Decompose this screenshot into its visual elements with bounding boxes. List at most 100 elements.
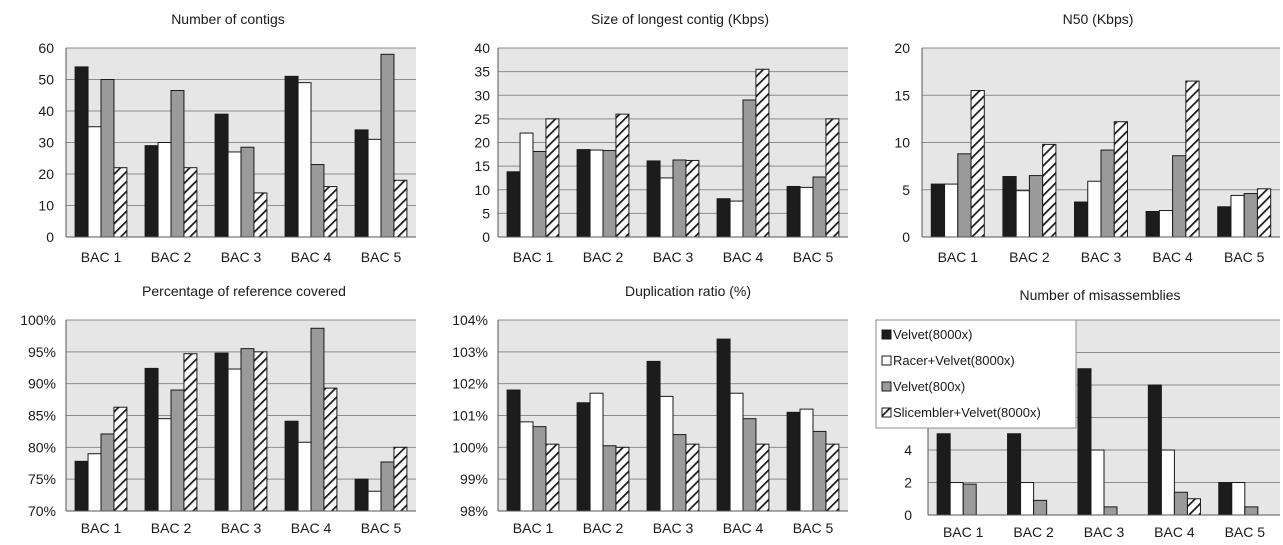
x-category-label: BAC 3 xyxy=(221,249,262,265)
y-tick-label: 0 xyxy=(482,229,490,245)
bar xyxy=(825,118,840,238)
bar xyxy=(545,118,560,238)
x-category-label: BAC 4 xyxy=(723,249,764,265)
chart-panel: Duplication ratio (%) 98% 99% 100% 101% 102%… xyxy=(452,283,848,536)
bar xyxy=(323,186,338,238)
x-category-label: BAC 2 xyxy=(1009,249,1050,265)
bar xyxy=(367,138,382,238)
y-tick-label: 95% xyxy=(28,344,56,360)
y-tick-label: 15 xyxy=(894,87,910,103)
bar xyxy=(214,113,229,238)
x-category-label: BAC 5 xyxy=(361,249,402,265)
bar xyxy=(380,53,395,238)
bar xyxy=(1147,384,1162,516)
y-tick-label: 80% xyxy=(28,439,56,455)
bar xyxy=(310,164,325,238)
y-tick-label: 103% xyxy=(452,344,488,360)
y-tick-label: 102% xyxy=(452,376,488,392)
x-category-label: BAC 5 xyxy=(1224,249,1265,265)
bar xyxy=(1185,80,1200,238)
bar xyxy=(1243,193,1258,238)
bar xyxy=(183,167,198,238)
plot-area: 0 5 10 15 20 25 30 35 40 BAC 1 BAC 2 BAC 3 BAC 4 BAC … xyxy=(474,40,848,265)
bar xyxy=(380,461,395,512)
bar xyxy=(659,395,674,512)
bar xyxy=(742,418,757,512)
bar xyxy=(615,113,630,238)
bar xyxy=(786,411,801,512)
legend-label: Velvet(8000x) xyxy=(893,327,973,342)
y-tick-label: 90% xyxy=(28,376,56,392)
bar xyxy=(716,338,731,512)
bar xyxy=(310,327,325,512)
bar xyxy=(74,66,89,238)
bar xyxy=(253,192,268,238)
bar xyxy=(519,421,534,512)
plot-area: 70% 75% 80% 85% 90% 95% 100% BAC 1 BAC 2 BAC 3 BAC… xyxy=(20,312,416,536)
chart-panel: Size of longest contig (Kbps) 0 5 10 15 20 25… xyxy=(474,11,848,265)
chart-title: Duplication ratio (%) xyxy=(625,283,751,299)
bar xyxy=(602,445,617,512)
y-tick-label: 20 xyxy=(38,166,54,182)
bar xyxy=(253,351,268,512)
x-category-label: BAC 2 xyxy=(583,249,624,265)
bar xyxy=(944,183,959,238)
bar xyxy=(1087,180,1102,238)
bar xyxy=(157,142,172,238)
bar xyxy=(1145,210,1160,238)
x-category-label: BAC 4 xyxy=(723,520,764,536)
bar xyxy=(545,443,560,512)
y-tick-label: 10 xyxy=(894,135,910,151)
bar xyxy=(284,420,299,512)
bar xyxy=(1077,368,1092,516)
bar xyxy=(1173,491,1188,516)
bar xyxy=(100,433,115,512)
y-tick-label: 15 xyxy=(474,158,490,174)
chart-panel: N50 (Kbps) 0 5 10 15 20 BAC 1 BAC 2 BAC 3 BAC 4 B… xyxy=(894,11,1280,265)
bar xyxy=(716,198,731,238)
y-tick-label: 101% xyxy=(452,408,488,424)
bar xyxy=(970,90,985,238)
bar xyxy=(615,446,630,512)
y-tick-label: 10 xyxy=(474,182,490,198)
y-tick-label: 100% xyxy=(20,312,56,328)
y-tick-label: 5 xyxy=(902,182,910,198)
bar xyxy=(227,368,242,512)
y-tick-label: 98% xyxy=(460,503,488,519)
x-category-label: BAC 5 xyxy=(793,249,834,265)
bar xyxy=(786,185,801,238)
bar xyxy=(1230,194,1245,238)
bar xyxy=(685,159,700,238)
bar xyxy=(227,151,242,238)
bar xyxy=(214,352,229,512)
bar xyxy=(755,68,770,238)
y-tick-label: 70% xyxy=(28,503,56,519)
bar xyxy=(113,167,128,238)
bar xyxy=(957,153,972,238)
x-category-label: BAC 4 xyxy=(291,520,332,536)
bar xyxy=(930,183,946,238)
bar xyxy=(589,392,604,512)
legend-label: Velvet(800x) xyxy=(893,379,965,394)
chart-title: Size of longest contig (Kbps) xyxy=(591,11,769,27)
legend-swatch xyxy=(881,355,892,366)
x-category-label: BAC 4 xyxy=(1152,249,1193,265)
x-category-label: BAC 2 xyxy=(583,520,624,536)
y-tick-label: 100% xyxy=(452,439,488,455)
x-category-label: BAC 5 xyxy=(793,520,834,536)
x-category-label: BAC 2 xyxy=(1013,524,1054,540)
bar xyxy=(1256,188,1272,238)
y-tick-label: 20 xyxy=(474,135,490,151)
bar xyxy=(685,443,700,512)
x-category-label: BAC 4 xyxy=(1154,524,1195,540)
bar xyxy=(576,149,591,238)
bar xyxy=(1007,433,1022,516)
bar xyxy=(1090,449,1105,516)
x-category-label: BAC 5 xyxy=(1225,524,1266,540)
bar xyxy=(799,186,814,238)
x-category-label: BAC 3 xyxy=(653,249,694,265)
bar xyxy=(646,360,661,512)
bar xyxy=(1103,506,1118,516)
legend-label: Racer+Velvet(8000x) xyxy=(893,353,1015,368)
x-category-label: BAC 3 xyxy=(221,520,262,536)
